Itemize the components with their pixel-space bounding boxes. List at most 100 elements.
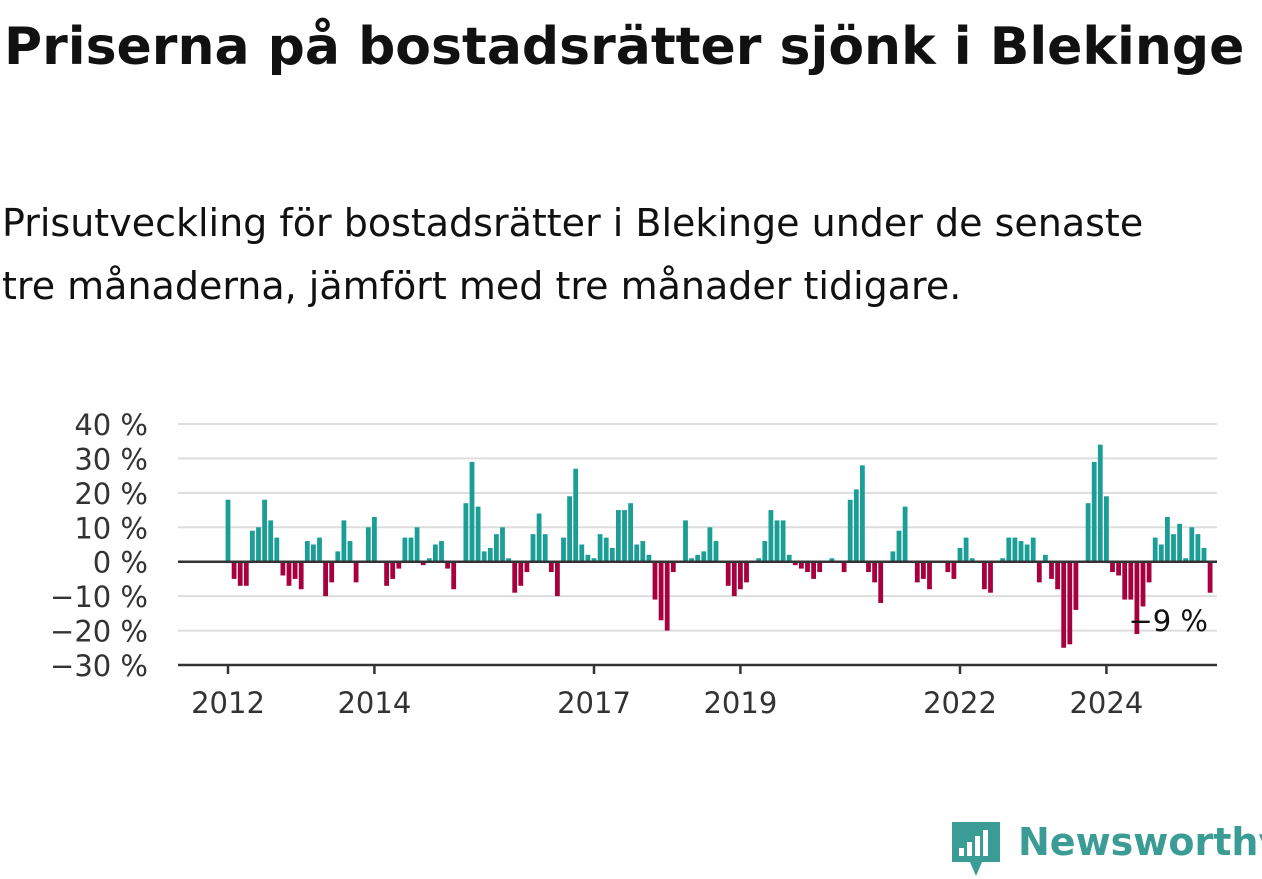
bar [292, 561, 298, 579]
bar [1006, 537, 1012, 562]
x-tick-label: 2017 [557, 686, 631, 720]
bar [1085, 503, 1091, 562]
axes [178, 560, 1217, 667]
bar [664, 561, 670, 631]
bar [1104, 496, 1109, 562]
bar [774, 520, 780, 562]
bar [414, 527, 420, 562]
bar [573, 468, 579, 562]
x-tick-label: 2024 [1069, 686, 1143, 720]
bar [1201, 547, 1207, 562]
bar [237, 561, 243, 586]
bar [597, 534, 603, 562]
bar [927, 561, 932, 590]
bar [957, 547, 963, 562]
bar [561, 537, 566, 562]
bar [738, 561, 743, 590]
bar [1061, 561, 1067, 648]
bar [695, 554, 701, 562]
bar [524, 561, 530, 573]
bar [469, 461, 475, 562]
bar [250, 530, 255, 562]
bar [506, 558, 511, 562]
bar [1128, 561, 1134, 600]
bar [982, 561, 987, 590]
bar [1012, 537, 1018, 562]
bar [536, 513, 542, 562]
bar [780, 520, 786, 562]
bar [1110, 561, 1115, 573]
bar [1049, 561, 1054, 579]
bar [756, 558, 762, 562]
bar [585, 554, 591, 562]
bar [347, 541, 353, 562]
bar [616, 510, 621, 562]
bar [286, 561, 292, 586]
bar [725, 561, 731, 586]
x-tick-label: 2012 [191, 686, 265, 720]
bar [256, 527, 261, 562]
bar [274, 537, 280, 562]
bar [866, 561, 871, 573]
bar [707, 527, 713, 562]
bar [744, 561, 749, 583]
bar [591, 558, 597, 562]
bar [988, 561, 993, 593]
bar [1091, 461, 1097, 562]
bar [518, 561, 524, 586]
brand-name: Newsworthy [1018, 820, 1262, 864]
bar [1043, 554, 1048, 562]
bar [853, 489, 859, 562]
bar [1018, 541, 1024, 562]
bar [372, 516, 377, 562]
y-tick-label: −10 % [50, 580, 148, 614]
bar [701, 551, 707, 562]
bar [1067, 561, 1073, 645]
bar [1171, 534, 1176, 562]
bar [670, 561, 676, 573]
bar [1207, 561, 1213, 593]
bar [817, 561, 823, 573]
bar-chart: 40 %30 %20 %10 %0 %−10 %−20 %−30 % 2012 2… [50, 408, 1217, 720]
bar [1177, 523, 1182, 562]
y-tick-label: 0 % [93, 546, 148, 580]
bar [548, 561, 554, 573]
bar [890, 551, 896, 562]
bar [1073, 561, 1079, 610]
bar [475, 506, 481, 562]
bar [1183, 558, 1189, 562]
bar [786, 554, 792, 562]
bar [829, 558, 835, 562]
bar [811, 561, 816, 579]
x-tick-label: 2014 [337, 686, 411, 720]
bar [1030, 537, 1036, 562]
bar [609, 547, 615, 562]
bar [243, 561, 249, 586]
bar [353, 561, 359, 583]
bar [634, 544, 640, 562]
chart-subtitle: Prisutveckling för bostadsrätter i Bleki… [2, 201, 1144, 308]
bar [1116, 561, 1121, 576]
bar [1158, 544, 1164, 562]
bar [481, 551, 487, 562]
bar [713, 541, 719, 562]
bar [280, 561, 286, 576]
bar [1024, 544, 1030, 562]
bar [512, 561, 518, 593]
bar [1055, 561, 1060, 590]
bar [463, 503, 469, 562]
bar [896, 530, 902, 562]
bar [652, 561, 658, 600]
bar [1152, 537, 1158, 562]
x-tick-label: 2019 [703, 686, 777, 720]
bar [341, 520, 347, 562]
bar [555, 561, 560, 597]
bar [731, 561, 737, 597]
y-tick-label: −20 % [50, 615, 148, 649]
bar [317, 537, 322, 562]
chart-title: Priserna på bostadsrätter sjönk i Blekin… [4, 17, 1245, 77]
bar [1195, 534, 1201, 562]
bar [579, 544, 585, 562]
bar [841, 561, 847, 573]
bar [231, 561, 237, 579]
